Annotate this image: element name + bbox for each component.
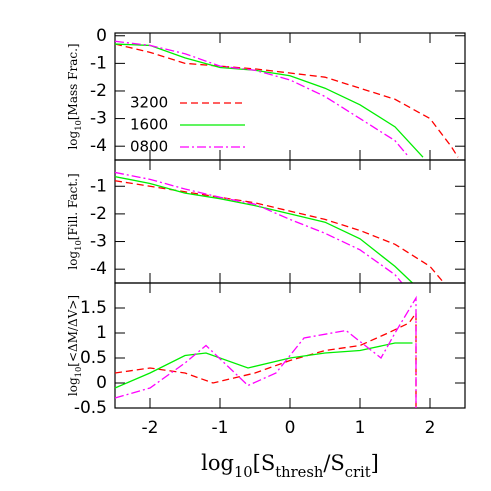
y-tick-label: 0 [96, 373, 107, 393]
series-line [114, 180, 445, 284]
label-part: [<ΔM/ΔV>] [66, 295, 80, 367]
y-tick-label: -3 [90, 232, 107, 252]
subscript: 10 [234, 464, 253, 481]
label-part: log [201, 451, 234, 475]
y-tick-label: -1 [90, 53, 107, 73]
subscript: 10 [73, 367, 83, 378]
y-tick-label: -4 [90, 136, 107, 156]
legend-label: 1600 [130, 116, 168, 134]
y-tick-label: -4 [90, 259, 107, 279]
y-tick-label: 1 [96, 323, 107, 343]
y-tick-label: 0 [96, 26, 107, 46]
y-tick-label: -3 [90, 109, 107, 129]
y-tick-label: 0.5 [80, 348, 107, 368]
subscript: crit [345, 464, 371, 481]
y-axis-label: log10[Fill. Fact.] [66, 173, 83, 269]
label-part: [Mass Frac.] [66, 43, 80, 120]
y-tick-label: -0.5 [74, 398, 107, 418]
series-line [114, 40, 410, 158]
series-line [114, 175, 413, 284]
x-tick-label: 0 [285, 418, 296, 438]
y-tick-label: -1 [90, 176, 107, 196]
label-part: log [66, 251, 80, 270]
x-axis-label: log10[Sthresh/Scrit] [201, 451, 379, 481]
label-part: /S [323, 451, 344, 475]
series-line [114, 43, 459, 158]
plot-frame [114, 159, 466, 284]
series-line [114, 295, 417, 408]
label-part: log [66, 377, 80, 396]
label-part: log [66, 130, 80, 149]
x-tick-label: 2 [425, 418, 436, 438]
y-tick-label: -2 [90, 204, 107, 224]
label-part: [S [253, 451, 276, 475]
plot-frame [114, 282, 466, 409]
series-line [114, 43, 424, 158]
y-tick-label: 1.5 [80, 298, 107, 318]
subscript: 10 [73, 120, 83, 131]
label-part: ] [371, 451, 379, 475]
legend-label: 0800 [130, 138, 168, 156]
y-tick-label: -2 [90, 81, 107, 101]
y-axis-label: log10[<ΔM/ΔV>] [66, 295, 83, 396]
series-line [114, 171, 403, 284]
y-axis-label: log10[Mass Frac.] [66, 43, 83, 149]
series-line [114, 342, 413, 389]
legend-label: 3200 [130, 94, 168, 112]
series-line [114, 310, 417, 408]
x-tick-label: -2 [142, 418, 159, 438]
label-part: [Fill. Fact.] [66, 173, 80, 240]
subscript: thresh [275, 464, 324, 481]
x-tick-label: 1 [355, 418, 366, 438]
x-tick-label: -1 [212, 418, 229, 438]
subscript: 10 [73, 240, 83, 251]
